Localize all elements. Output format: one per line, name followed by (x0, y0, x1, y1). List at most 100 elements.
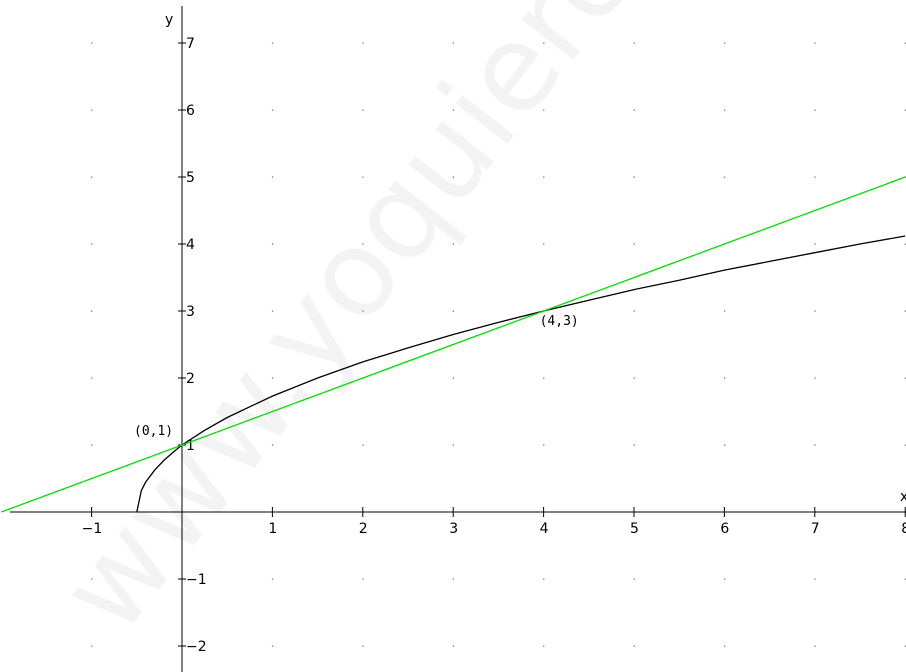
x-tick-label: 1 (268, 521, 277, 537)
y-tick-label: −1 (186, 572, 207, 588)
y-tick-label: 2 (186, 371, 195, 387)
x-tick-label: 5 (630, 521, 639, 537)
axes: −1 1 2 3 4 5 6 7 8 −2 −1 1 2 3 4 5 6 7 x y (10, 6, 906, 672)
grid-dot (814, 243, 816, 245)
grid-dot (904, 109, 906, 111)
y-tick-label: −2 (186, 639, 207, 655)
grid-dot (271, 310, 274, 312)
grid-dot (814, 578, 816, 580)
grid-dot (543, 109, 545, 111)
x-tick-label: −1 (82, 521, 103, 537)
grid-dot (904, 645, 906, 647)
grid-dot (452, 109, 454, 111)
grid-dot (904, 243, 906, 245)
grid-dot (271, 444, 274, 446)
grid-dot (452, 176, 454, 178)
y-tick-label: 6 (186, 103, 195, 119)
grid-dot (91, 578, 93, 580)
watermark-text: www.yoquieroaprobar.es (33, 0, 906, 658)
grid-dot (723, 444, 726, 446)
grid-dot (814, 645, 816, 647)
grid-dot (362, 176, 364, 178)
grid-dot (543, 243, 545, 245)
grid-dot (723, 109, 726, 111)
grid-dot (271, 176, 274, 178)
grid-dot (362, 444, 364, 446)
grid-dot (271, 377, 274, 379)
x-tick-label: 8 (901, 521, 906, 537)
grid-dot (91, 42, 93, 44)
grid-dot (814, 377, 816, 379)
grid-dot (723, 377, 726, 379)
grid-dot (633, 444, 635, 446)
x-tick-label: 4 (540, 521, 549, 537)
grid-dot (814, 42, 816, 44)
grid-dot (633, 176, 635, 178)
watermark: www.yoquieroaprobar.es (33, 0, 906, 658)
grid-dot (633, 310, 635, 312)
y-tick-label: 7 (186, 36, 195, 52)
grid-dot (271, 109, 274, 111)
grid-dot (271, 578, 274, 580)
grid-dot (452, 444, 454, 446)
grid-dot (904, 310, 906, 312)
x-tick-label: 2 (359, 521, 368, 537)
grid-dot (91, 310, 93, 312)
grid-dot (362, 42, 364, 44)
x-axis-title: x (900, 489, 906, 505)
grid-dot (271, 243, 274, 245)
grid-dot (452, 310, 454, 312)
grid-dot (543, 645, 545, 647)
x-tick-label: 7 (811, 521, 820, 537)
grid-dot (452, 42, 454, 44)
grid-dot (723, 578, 726, 580)
point-label: (4,3) (540, 314, 579, 329)
y-tick-label: 1 (186, 438, 195, 454)
grid-dot (633, 377, 635, 379)
grid-dot (723, 310, 726, 312)
grid-dot (452, 377, 454, 379)
grid-dot (91, 377, 93, 379)
grid-dot (91, 176, 93, 178)
grid-dot (633, 243, 635, 245)
grid-dot (91, 645, 93, 647)
grid-dot (543, 578, 545, 580)
grid-dot (814, 109, 816, 111)
grid-dot (904, 578, 906, 580)
y-tick-label: 3 (186, 304, 195, 320)
grid-dot (362, 243, 364, 245)
grid-dot (452, 243, 454, 245)
grid-dot (904, 444, 906, 446)
grid-dot (543, 444, 545, 446)
grid-dot (362, 310, 364, 312)
y-tick-label: 5 (186, 170, 195, 186)
x-tick-label: 3 (449, 521, 458, 537)
grid-dot (904, 42, 906, 44)
grid-dot (452, 578, 454, 580)
grid-dot (814, 176, 816, 178)
grid-dot (633, 645, 635, 647)
curves (0, 176, 906, 513)
grid-dot (814, 444, 816, 446)
grid-dot (91, 243, 93, 245)
grid-dot (452, 645, 454, 647)
line-series (0, 176, 906, 513)
grid-dot (723, 42, 726, 44)
grid-dot (91, 109, 93, 111)
grid-dot (543, 42, 545, 44)
grid-dot (814, 310, 816, 312)
point-label: (0,1) (134, 424, 173, 439)
grid-dot (904, 176, 906, 178)
x-tick-label: 6 (720, 521, 729, 537)
grid-dot (543, 377, 545, 379)
y-axis-title: y (165, 12, 173, 28)
grid-dot (633, 109, 635, 111)
grid-dot (723, 176, 726, 178)
grid-dot (633, 578, 635, 580)
grid-dot (362, 645, 364, 647)
grid-dot (362, 578, 364, 580)
grid-dot (362, 109, 364, 111)
grid-dot (904, 377, 906, 379)
grid-dot (271, 42, 274, 44)
